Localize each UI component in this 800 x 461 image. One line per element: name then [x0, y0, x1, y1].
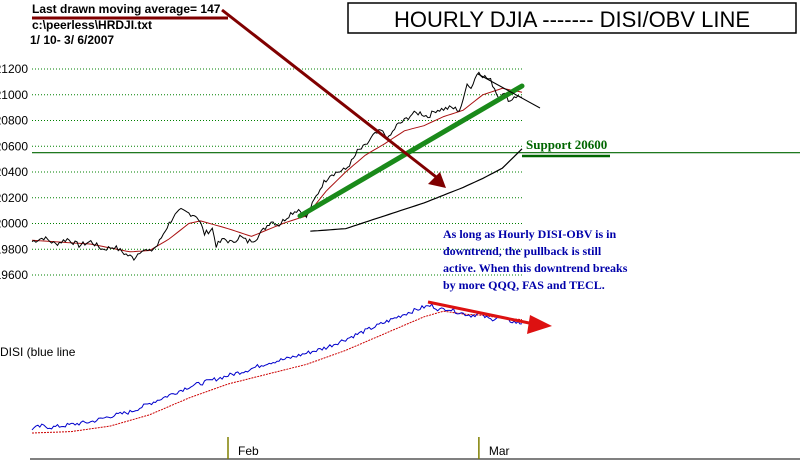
y-tick-label: 21000 — [0, 88, 28, 102]
header-line-dates: 1/ 10- 3/ 6/2007 — [30, 33, 114, 47]
y-tick-label: 20400 — [0, 165, 28, 179]
header-line-file: c:\peerless\HRDJI.txt — [32, 18, 152, 32]
svg-text:downtrend, the pullback is sti: downtrend, the pullback is still — [443, 244, 602, 258]
price-downtrend-line — [477, 73, 541, 109]
x-month-labels: Feb Mar — [227, 437, 510, 459]
annotation: As long as Hourly DISI-OBV is in downtre… — [443, 227, 628, 292]
disi-ma-line — [31, 310, 523, 434]
grid-lines — [32, 68, 522, 276]
month-label: Mar — [489, 444, 510, 458]
y-tick-label: 20600 — [0, 139, 28, 153]
disi-downtrend-line — [427, 300, 535, 326]
disi-label: DISI (blue line — [0, 345, 76, 359]
djia-price-line — [31, 71, 523, 262]
price-series — [31, 71, 523, 262]
disi-downtrend-arrowhead — [527, 315, 552, 334]
y-tick-label: 20800 — [0, 114, 28, 128]
disi-line — [31, 303, 523, 431]
y-tick-label: 19600 — [0, 268, 28, 282]
support-label: Support 20600 — [526, 137, 607, 152]
svg-text:active. When this downtrend b: active. When this downtrend breaks — [443, 261, 628, 275]
y-tick-label: 21200 — [0, 62, 28, 76]
header-arrow-line — [221, 8, 441, 182]
ma147-line — [310, 148, 523, 232]
month-label: Feb — [238, 444, 259, 458]
disi-series — [31, 303, 523, 434]
y-tick-label: 19800 — [0, 242, 28, 256]
y-tick-label: 20200 — [0, 191, 28, 205]
header-arrow-head — [428, 172, 446, 188]
chart-title: HOURLY DJIA ------- DISI/OBV LINE — [394, 7, 750, 32]
svg-text:by more QQQ, FAS and TECL.: by more QQQ, FAS and TECL. — [443, 278, 605, 292]
title-box — [347, 2, 797, 34]
header-line-ma: Last drawn moving average= 147 — [32, 2, 221, 16]
svg-text:As long as Hourly DISI-OBV is: As long as Hourly DISI-OBV is in — [443, 227, 616, 241]
uptrend-line — [297, 83, 525, 219]
